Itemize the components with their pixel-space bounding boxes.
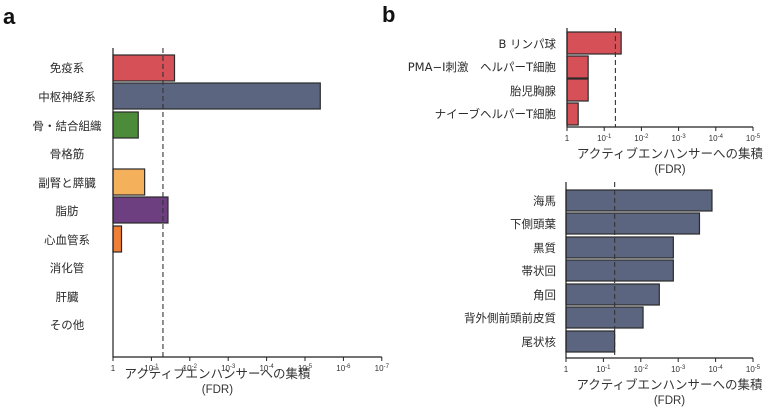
x-tick-label: 10-5 (746, 134, 761, 143)
x-tick-label: 10-4 (709, 134, 724, 143)
x-tick-label: 10-5 (746, 365, 761, 374)
category-label: 胎児胸腺 (510, 84, 556, 98)
category-label: 骨・結合組織 (33, 119, 102, 133)
x-tick-label: 10-3 (671, 134, 686, 143)
category-label: 下側頭葉 (510, 217, 556, 231)
category-label: PMA−I刺激 ヘルパーT細胞 (408, 60, 557, 74)
category-label: 海馬 (533, 194, 556, 208)
x-axis-subtitle: (FDR) (202, 384, 233, 396)
category-label: 帯状回 (522, 264, 557, 278)
category-label: 肝臓 (56, 290, 79, 304)
category-label: 背外側前頭前皮質 (464, 311, 556, 325)
x-axis-title: アクティブエンハンサーへの集積 (576, 377, 763, 392)
bar (112, 168, 146, 196)
bar (112, 196, 169, 224)
bar (565, 330, 616, 353)
bar (565, 236, 674, 259)
category-label: 黒質 (533, 241, 556, 255)
category-label: 角回 (533, 288, 556, 302)
category-label: 消化管 (50, 261, 85, 275)
category-label: 副腎と膵臓 (38, 176, 96, 190)
category-label: 心血管系 (44, 233, 90, 247)
x-axis-subtitle: (FDR) (654, 395, 685, 407)
category-label: ナイーブヘルパーT細胞 (435, 107, 557, 121)
x-tick-label: 10-2 (183, 364, 198, 373)
x-tick-label: 10-3 (671, 365, 686, 374)
panel-b-letter: b (382, 2, 396, 27)
bar (566, 78, 589, 102)
category-label: 中枢神経系 (38, 90, 96, 104)
x-tick-label: 10-6 (336, 364, 351, 373)
x-tick-label: 10-3 (221, 364, 236, 373)
bar (565, 259, 674, 282)
category-label: 尾状核 (522, 335, 557, 349)
x-axis-title: アクティブエンハンサーへの集積 (577, 146, 764, 161)
bar (112, 225, 123, 253)
bar (112, 111, 139, 139)
panel-a-letter: a (3, 4, 16, 29)
x-tick-label: 10-4 (708, 365, 723, 374)
category-label: B リンパ球 (498, 37, 556, 51)
category-label: 免疫系 (50, 61, 85, 75)
x-tick-label: 10-5 (298, 364, 313, 373)
x-tick-label: 10-1 (597, 134, 612, 143)
x-tick-label: 10-1 (144, 364, 159, 373)
x-tick-label: 10-2 (634, 365, 649, 374)
bar (566, 55, 589, 79)
category-label: 脂肪 (56, 204, 79, 218)
bar (566, 102, 579, 126)
x-tick-label: 10-7 (375, 364, 390, 373)
bar (112, 82, 321, 110)
bar (566, 31, 622, 55)
x-tick-label: 1 (565, 134, 570, 143)
x-tick-label: 1 (111, 364, 116, 373)
x-tick-label: 10-1 (596, 365, 611, 374)
bar (565, 283, 660, 306)
bar (565, 306, 644, 329)
bar (565, 212, 701, 235)
category-label: 骨格筋 (50, 147, 85, 161)
x-tick-label: 10-2 (634, 134, 649, 143)
bar (565, 189, 713, 212)
x-tick-label: 1 (564, 365, 569, 374)
category-label: その他 (50, 318, 85, 332)
x-axis-subtitle: (FDR) (654, 164, 685, 176)
bar (112, 54, 176, 82)
x-axis-title: アクティブエンハンサーへの集積 (124, 366, 311, 381)
x-tick-label: 10-4 (259, 364, 274, 373)
